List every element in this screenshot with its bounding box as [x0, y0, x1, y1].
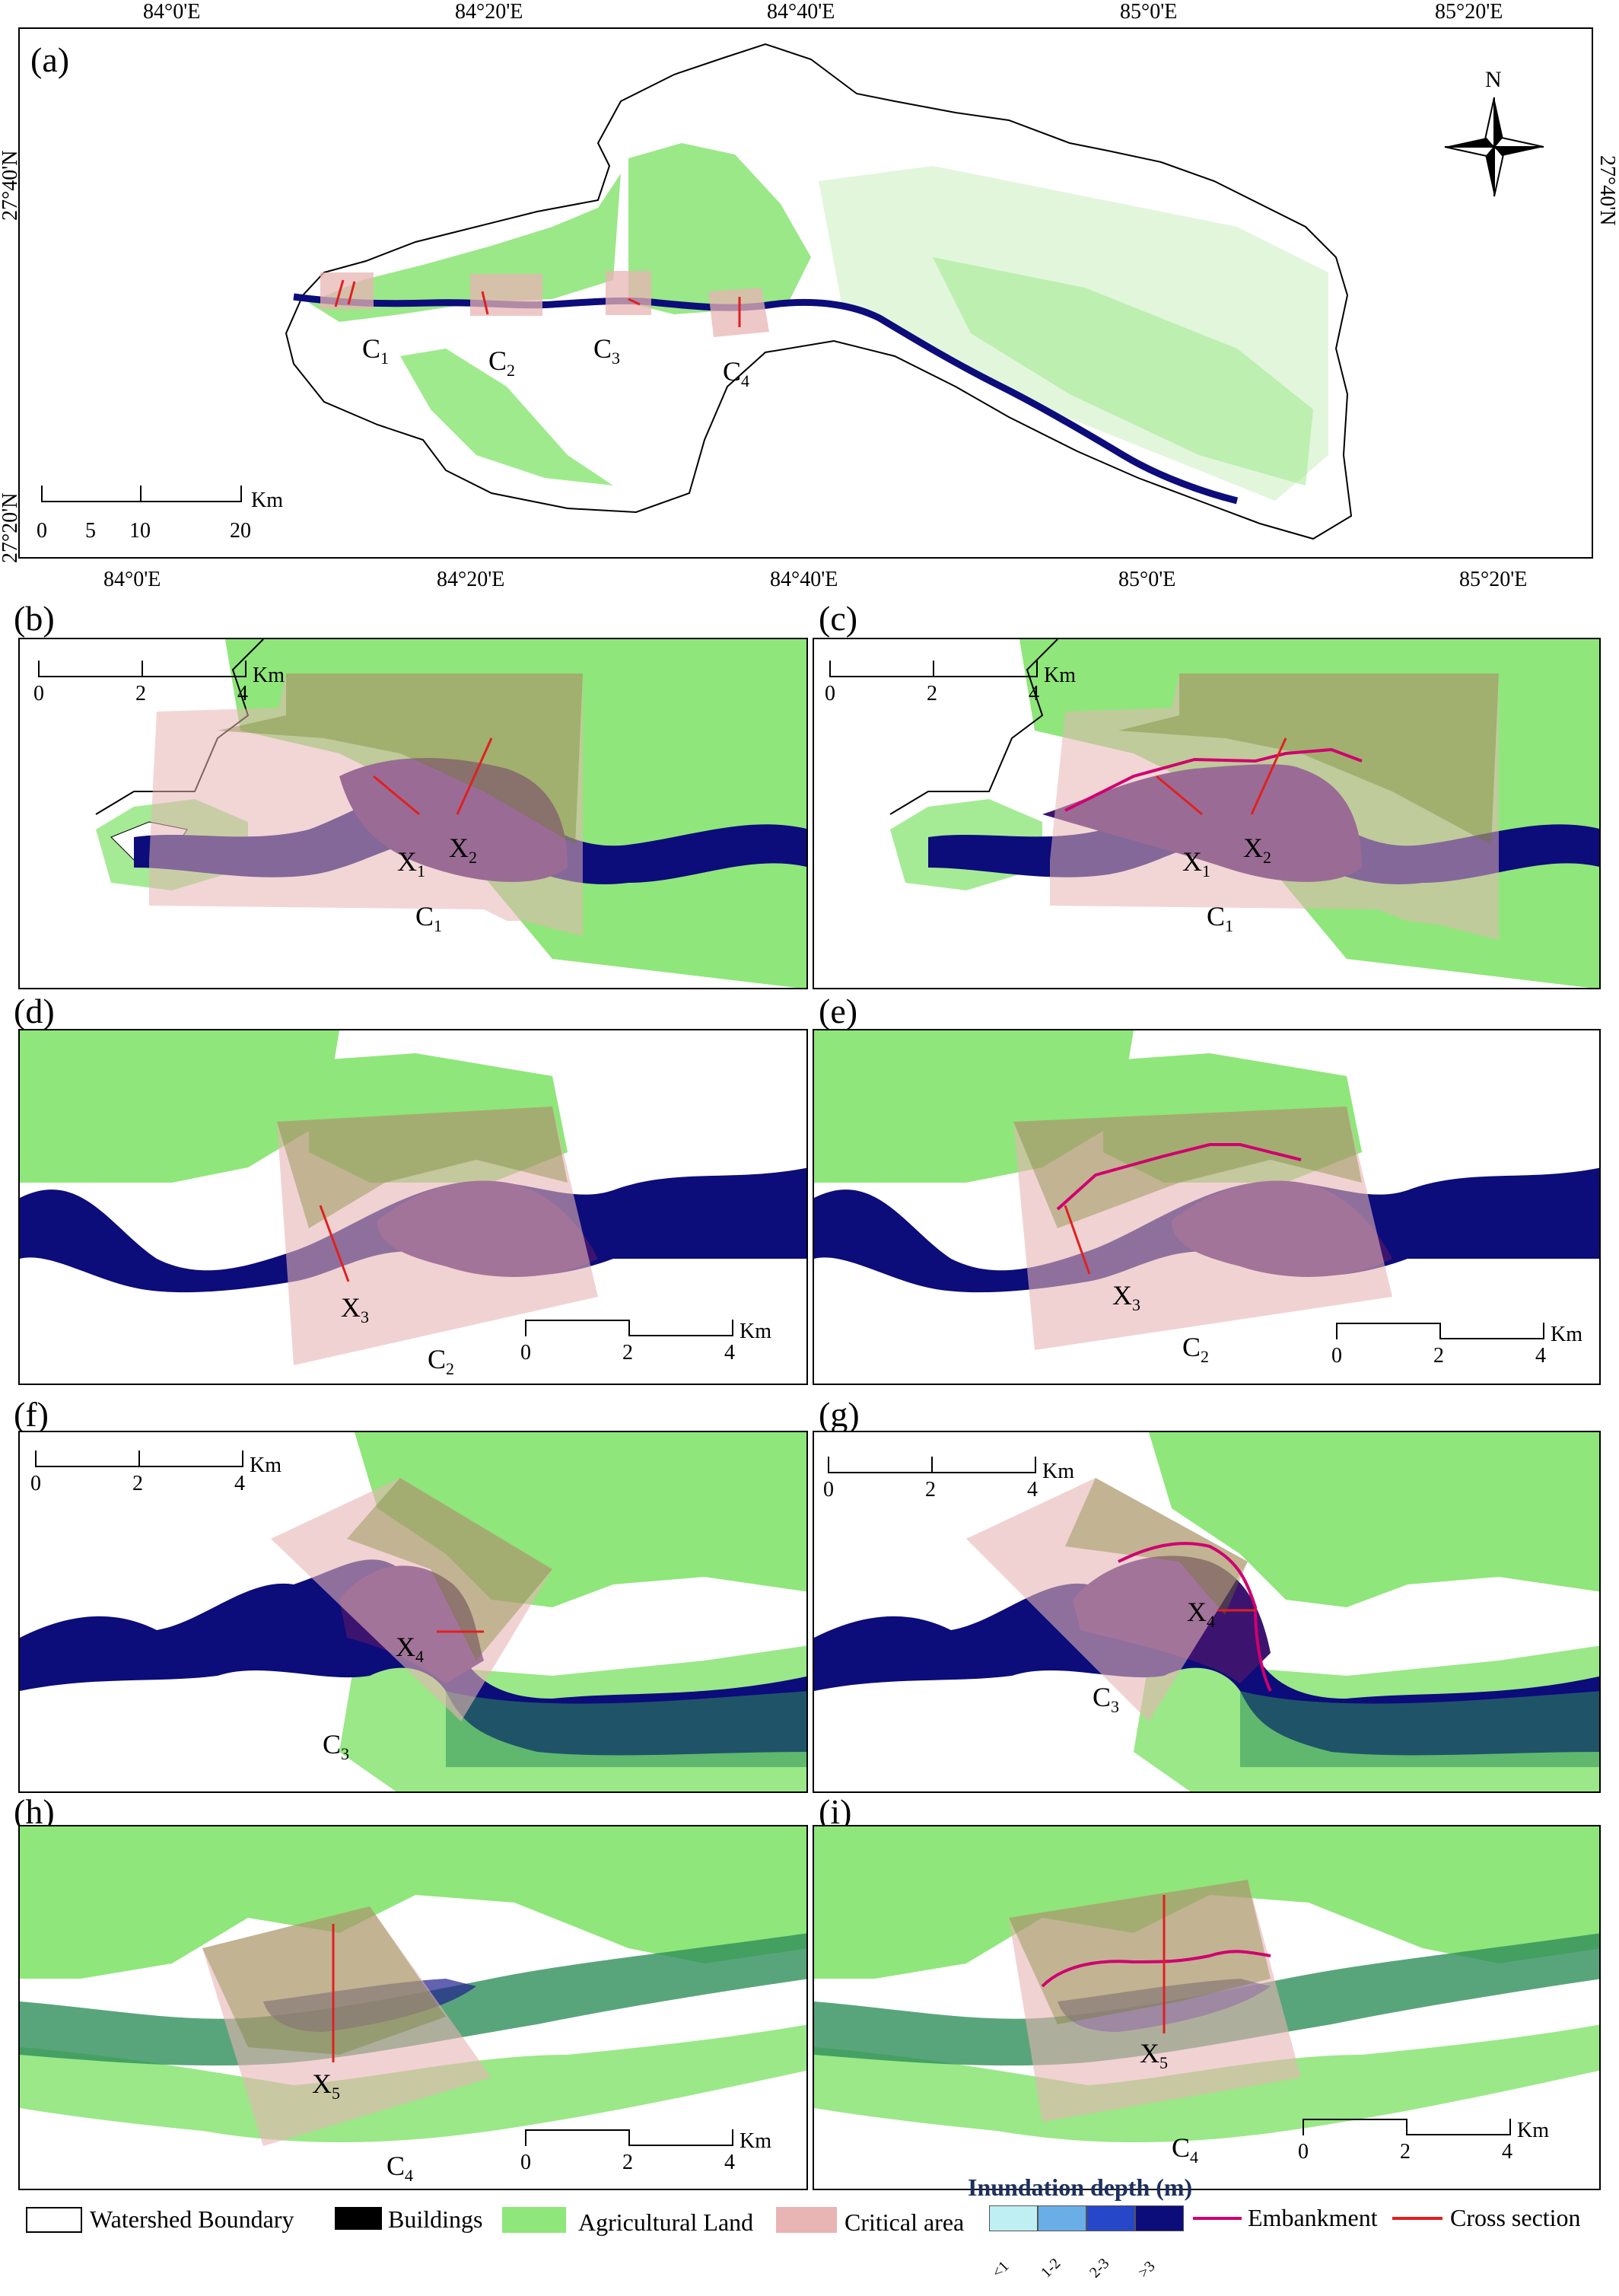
cross-section-label: X3 — [341, 1292, 369, 1327]
critical-area-label: C4 — [386, 2151, 414, 2186]
agri-west — [309, 174, 621, 322]
legend-depth-class: >3 — [1135, 2257, 1159, 2282]
cross-section-label: X1 — [1182, 846, 1210, 881]
area-label-c1: C1 — [362, 333, 390, 368]
north-arrow-icon — [1444, 97, 1544, 197]
legend-depth-class: 2-3 — [1086, 2255, 1113, 2282]
critical-area-label: C4 — [1172, 2132, 1199, 2167]
overview-map-svg — [285, 43, 1544, 540]
panel-d-map: X3 C2 0 2 4 Km — [18, 1029, 808, 1385]
critical-area-c1 — [320, 272, 374, 309]
agri-east-strip — [933, 257, 1313, 486]
panel-label: (h) — [14, 1792, 55, 1831]
panel-label: (c) — [819, 599, 858, 638]
top-tick: 84°40'E — [767, 0, 835, 24]
cross-section-label: X5 — [312, 2068, 340, 2103]
panel-i-map: X5 C4 0 2 4 Km — [813, 1825, 1601, 2190]
panel-label: (d) — [14, 992, 55, 1030]
cross-section-line — [481, 291, 489, 315]
cross-section-line — [347, 281, 356, 305]
critical-area-c2 — [470, 274, 542, 316]
top-tick: 85°20'E — [1435, 0, 1503, 24]
top-tick: 85°0'E — [1120, 0, 1178, 24]
top-tick: 84°20'E — [455, 0, 523, 24]
cross-section-line — [628, 298, 641, 306]
critical-area-c3 — [606, 271, 651, 315]
bottom-tick: 84°20'E — [437, 568, 505, 591]
legend-depth-title: Inundation depth (m) — [968, 2173, 1193, 2201]
cross-section-label: X2 — [449, 833, 477, 868]
top-tick: 84°0'E — [143, 0, 201, 24]
panel-label: (a) — [30, 40, 70, 79]
panel-b-map: X1 X2 C1 0 2 4 Km — [18, 638, 808, 989]
legend-label-cross-section: Cross section — [1450, 2204, 1581, 2231]
cross-section-label: X2 — [1243, 833, 1271, 868]
panel-label: (e) — [819, 992, 858, 1030]
critical-area-label: C1 — [1207, 901, 1234, 936]
critical-area-label: C3 — [323, 1729, 350, 1764]
legend-label-agri: Agricultural Land — [578, 2208, 754, 2236]
legend-swatch-watershed — [26, 2207, 82, 2233]
legend-depth-swatch-1 — [989, 2205, 1038, 2231]
panel-c-map: X1 X2 C1 0 2 4 Km — [813, 638, 1601, 989]
legend-swatch-embankment — [1193, 2217, 1242, 2220]
critical-area-label: C1 — [415, 901, 443, 936]
legend-depth-swatch-4 — [1135, 2205, 1184, 2231]
panel-label: (i) — [819, 1792, 852, 1831]
critical-area-label: C2 — [428, 1344, 455, 1379]
legend-swatch-agri — [502, 2207, 566, 2233]
panel-label: (b) — [14, 599, 55, 638]
bottom-tick: 84°0'E — [103, 568, 161, 591]
panel-label: (f) — [14, 1395, 49, 1434]
cross-section-label: X5 — [1140, 2038, 1168, 2073]
agri-south — [400, 349, 613, 486]
panel-f-map: X4 C3 0 2 4 Km — [18, 1431, 808, 1793]
north-label: N — [1485, 67, 1502, 92]
area-label-c3: C3 — [593, 333, 621, 368]
legend-depth-swatch-3 — [1086, 2205, 1135, 2231]
cross-section-line — [334, 279, 345, 307]
legend-label-watershed: Watershed Boundary — [90, 2205, 294, 2233]
legend-label-buildings: Buildings — [388, 2205, 483, 2233]
cross-section-label: X1 — [397, 846, 425, 881]
legend-depth-class: 1-2 — [1038, 2255, 1064, 2282]
legend-swatch-buildings — [335, 2207, 382, 2230]
panel-a-overview-map: (a) N C1 C2 C3 C4 0 5 10 20 Km — [18, 27, 1593, 559]
cross-section-label: X4 — [396, 1632, 424, 1667]
agri-east — [819, 166, 1328, 501]
panel-e-map: X3 C2 0 2 4 Km — [813, 1029, 1601, 1385]
area-label-c4: C4 — [723, 356, 750, 391]
bottom-tick: 85°0'E — [1118, 568, 1176, 591]
critical-area-label: C3 — [1093, 1682, 1120, 1717]
agri-central — [628, 143, 811, 314]
cross-section-label: X4 — [1187, 1597, 1215, 1632]
panel-g-map: X4 C3 0 2 4 Km — [813, 1431, 1601, 1793]
legend-label-critical: Critical area — [844, 2208, 965, 2236]
panel-label: (g) — [819, 1395, 860, 1434]
left-tick: 27°40'N — [0, 150, 22, 221]
river — [293, 293, 1239, 505]
right-tick: 27°40'N — [1595, 155, 1619, 226]
legend-swatch-critical — [776, 2207, 837, 2233]
panel-h-map: X5 C4 0 2 4 Km — [18, 1825, 808, 2190]
legend-label-embankment: Embankment — [1248, 2204, 1378, 2231]
legend-depth-class: <1 — [989, 2257, 1013, 2282]
critical-area-label: C2 — [1182, 1332, 1210, 1367]
cross-section-label: X3 — [1112, 1280, 1140, 1315]
area-label-c2: C2 — [488, 346, 516, 381]
bottom-tick: 84°40'E — [770, 568, 838, 591]
left-tick: 27°20'N — [0, 492, 22, 563]
legend-depth-swatch-2 — [1038, 2205, 1086, 2231]
legend-swatch-cross-section — [1392, 2217, 1442, 2220]
bottom-tick: 85°20'E — [1459, 568, 1528, 591]
